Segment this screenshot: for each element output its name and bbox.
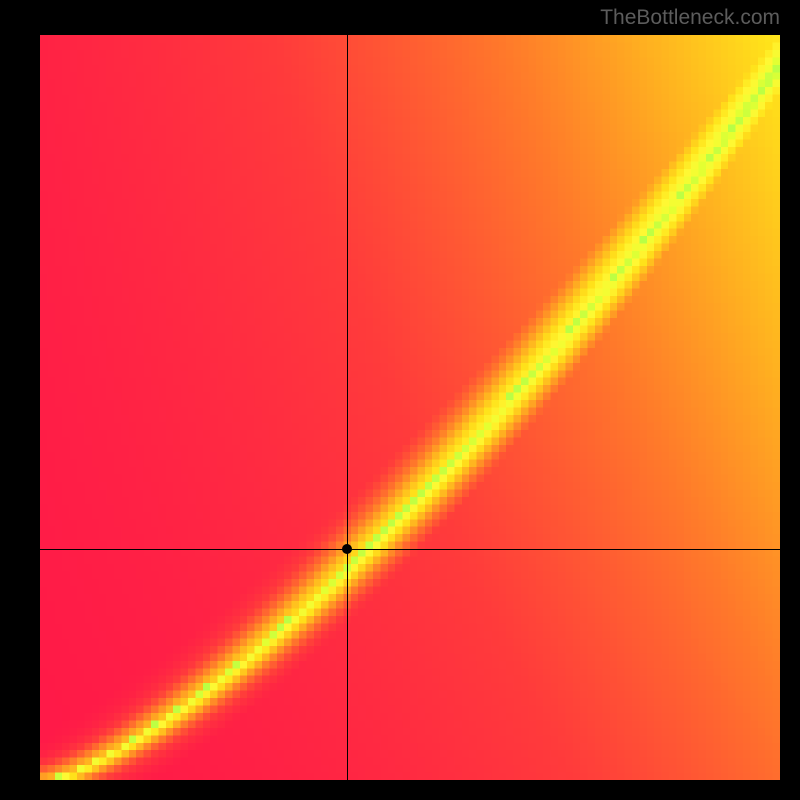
chart-container: TheBottleneck.com <box>0 0 800 800</box>
crosshair-vertical <box>347 35 348 780</box>
watermark-text: TheBottleneck.com <box>600 6 780 30</box>
crosshair-horizontal <box>40 549 780 550</box>
plot-area <box>40 35 780 780</box>
heatmap-canvas <box>40 35 780 780</box>
crosshair-marker <box>342 544 352 554</box>
